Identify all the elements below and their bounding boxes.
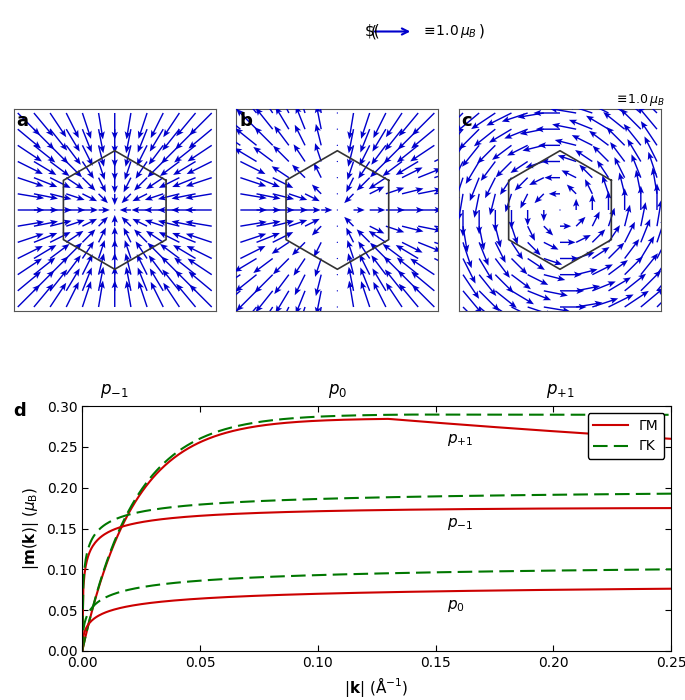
Text: d: d bbox=[14, 402, 27, 421]
Text: $\equiv\!1.0\,\mu_B$: $\equiv\!1.0\,\mu_B$ bbox=[614, 92, 664, 108]
Legend: ΓM, ΓK: ΓM, ΓK bbox=[588, 413, 664, 459]
Text: $p_{+1}$: $p_{+1}$ bbox=[546, 382, 574, 400]
Text: $)$: $)$ bbox=[478, 22, 484, 41]
Text: $p_{-1}$: $p_{-1}$ bbox=[101, 382, 129, 400]
Text: $(: $( bbox=[365, 24, 380, 39]
Text: $p_0$: $p_0$ bbox=[447, 598, 465, 613]
X-axis label: $|\mathbf{k}|$ (Å$^{-1}$): $|\mathbf{k}|$ (Å$^{-1}$) bbox=[345, 676, 409, 699]
Text: $p_{-1}$: $p_{-1}$ bbox=[447, 516, 474, 532]
Text: $p_{+1}$: $p_{+1}$ bbox=[447, 432, 474, 448]
Y-axis label: $|\mathbf{m}(\mathbf{k})|$ ($\mu_\mathrm{B}$): $|\mathbf{m}(\mathbf{k})|$ ($\mu_\mathrm… bbox=[21, 487, 41, 570]
Text: c: c bbox=[462, 112, 472, 130]
Text: $($: $($ bbox=[370, 23, 377, 41]
Text: a: a bbox=[16, 112, 28, 130]
Text: b: b bbox=[239, 112, 252, 130]
Text: $\equiv\!1.0\,\mu_B$: $\equiv\!1.0\,\mu_B$ bbox=[421, 23, 477, 40]
Text: $p_0$: $p_0$ bbox=[327, 382, 347, 400]
